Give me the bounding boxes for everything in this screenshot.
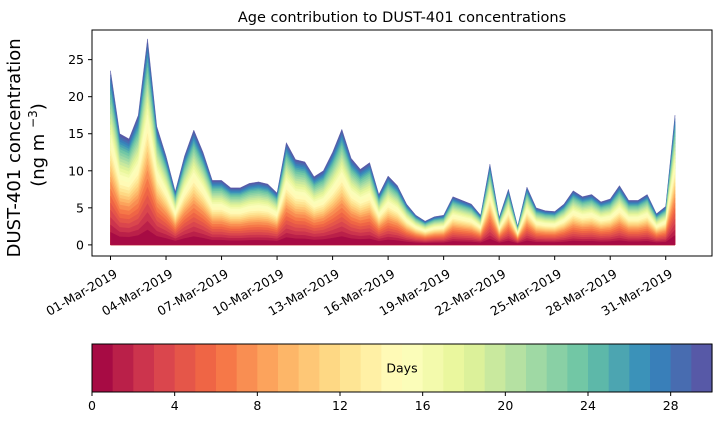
- colorbar-bin: [650, 344, 672, 392]
- area-layer-day-2: [110, 212, 676, 246]
- y-tick-label: 10: [68, 163, 84, 178]
- colorbar-bin: [92, 344, 114, 392]
- colorbar-bin: [546, 344, 568, 392]
- colorbar-bin: [526, 344, 548, 392]
- colorbar-bin: [670, 344, 692, 392]
- colorbar-bin: [629, 344, 651, 392]
- x-axis: 01-Mar-201904-Mar-201907-Mar-201910-Mar-…: [43, 256, 675, 319]
- colorbar-bin: [402, 344, 424, 392]
- colorbar-bin: [505, 344, 527, 392]
- colorbar-bin: [422, 344, 444, 392]
- area-layers: [110, 38, 676, 246]
- colorbar-tick-label: 12: [332, 398, 348, 413]
- colorbar-frame: [91, 343, 713, 393]
- y-axis-label-main: DUST-401 concentration: [4, 38, 25, 257]
- colorbar-bin: [257, 344, 279, 392]
- y-tick-label: 0: [76, 237, 84, 252]
- colorbar-label: Days: [386, 361, 417, 376]
- colorbar-bin: [443, 344, 465, 392]
- colorbar-bin: [608, 344, 630, 392]
- colorbar-bin: [340, 344, 362, 392]
- plot-frame: [91, 29, 713, 257]
- colorbar-tick-label: 4: [171, 398, 179, 413]
- colorbar-bin: [112, 344, 134, 392]
- y-axis-label-unit-exponent: −3: [26, 110, 40, 128]
- colorbar-tick-label: 16: [415, 398, 431, 413]
- y-axis-label-unit: (ng m: [28, 128, 49, 187]
- colorbar-bin: [319, 344, 341, 392]
- colorbar-bin: [216, 344, 238, 392]
- colorbar-bin: [464, 344, 486, 392]
- colorbar-tick-label: 28: [663, 398, 679, 413]
- colorbar-bin: [133, 344, 155, 392]
- y-tick-label: 15: [68, 126, 84, 141]
- colorbar: 0 4 8 12 16 20 24 28: [88, 343, 713, 413]
- y-tick-label: 5: [76, 200, 84, 215]
- colorbar-bin: [195, 344, 217, 392]
- colorbar-tick-label: 0: [88, 398, 96, 413]
- colorbar-bin: [360, 344, 382, 392]
- colorbar-bin: [484, 344, 506, 392]
- chart-title: Age contribution to DUST-401 concentrati…: [238, 10, 566, 26]
- colorbar-bin: [588, 344, 610, 392]
- area-layer-day-0: [110, 229, 676, 246]
- y-axis-label-unit-close: ): [28, 103, 49, 110]
- area-layer-day-3: [110, 203, 676, 246]
- y-tick-label: 20: [68, 89, 84, 104]
- area-layer-day-1: [110, 220, 676, 246]
- colorbar-bin: [154, 344, 176, 392]
- colorbar-tick-label: 24: [580, 398, 596, 413]
- colorbar-bin: [298, 344, 320, 392]
- y-axis-label: DUST-401 concentration (ng m −3): [4, 33, 49, 258]
- colorbar-tick-label: 20: [497, 398, 513, 413]
- colorbar-bin: [691, 344, 713, 392]
- y-axis: 0 5 10 15 20 25: [68, 52, 92, 252]
- colorbar-tick-label: 8: [253, 398, 261, 413]
- colorbar-bin: [236, 344, 258, 392]
- colorbar-bin: [567, 344, 589, 392]
- colorbar-bin: [278, 344, 300, 392]
- y-tick-label: 25: [68, 52, 84, 67]
- colorbar-bin: [381, 344, 403, 392]
- colorbar-bin: [174, 344, 196, 392]
